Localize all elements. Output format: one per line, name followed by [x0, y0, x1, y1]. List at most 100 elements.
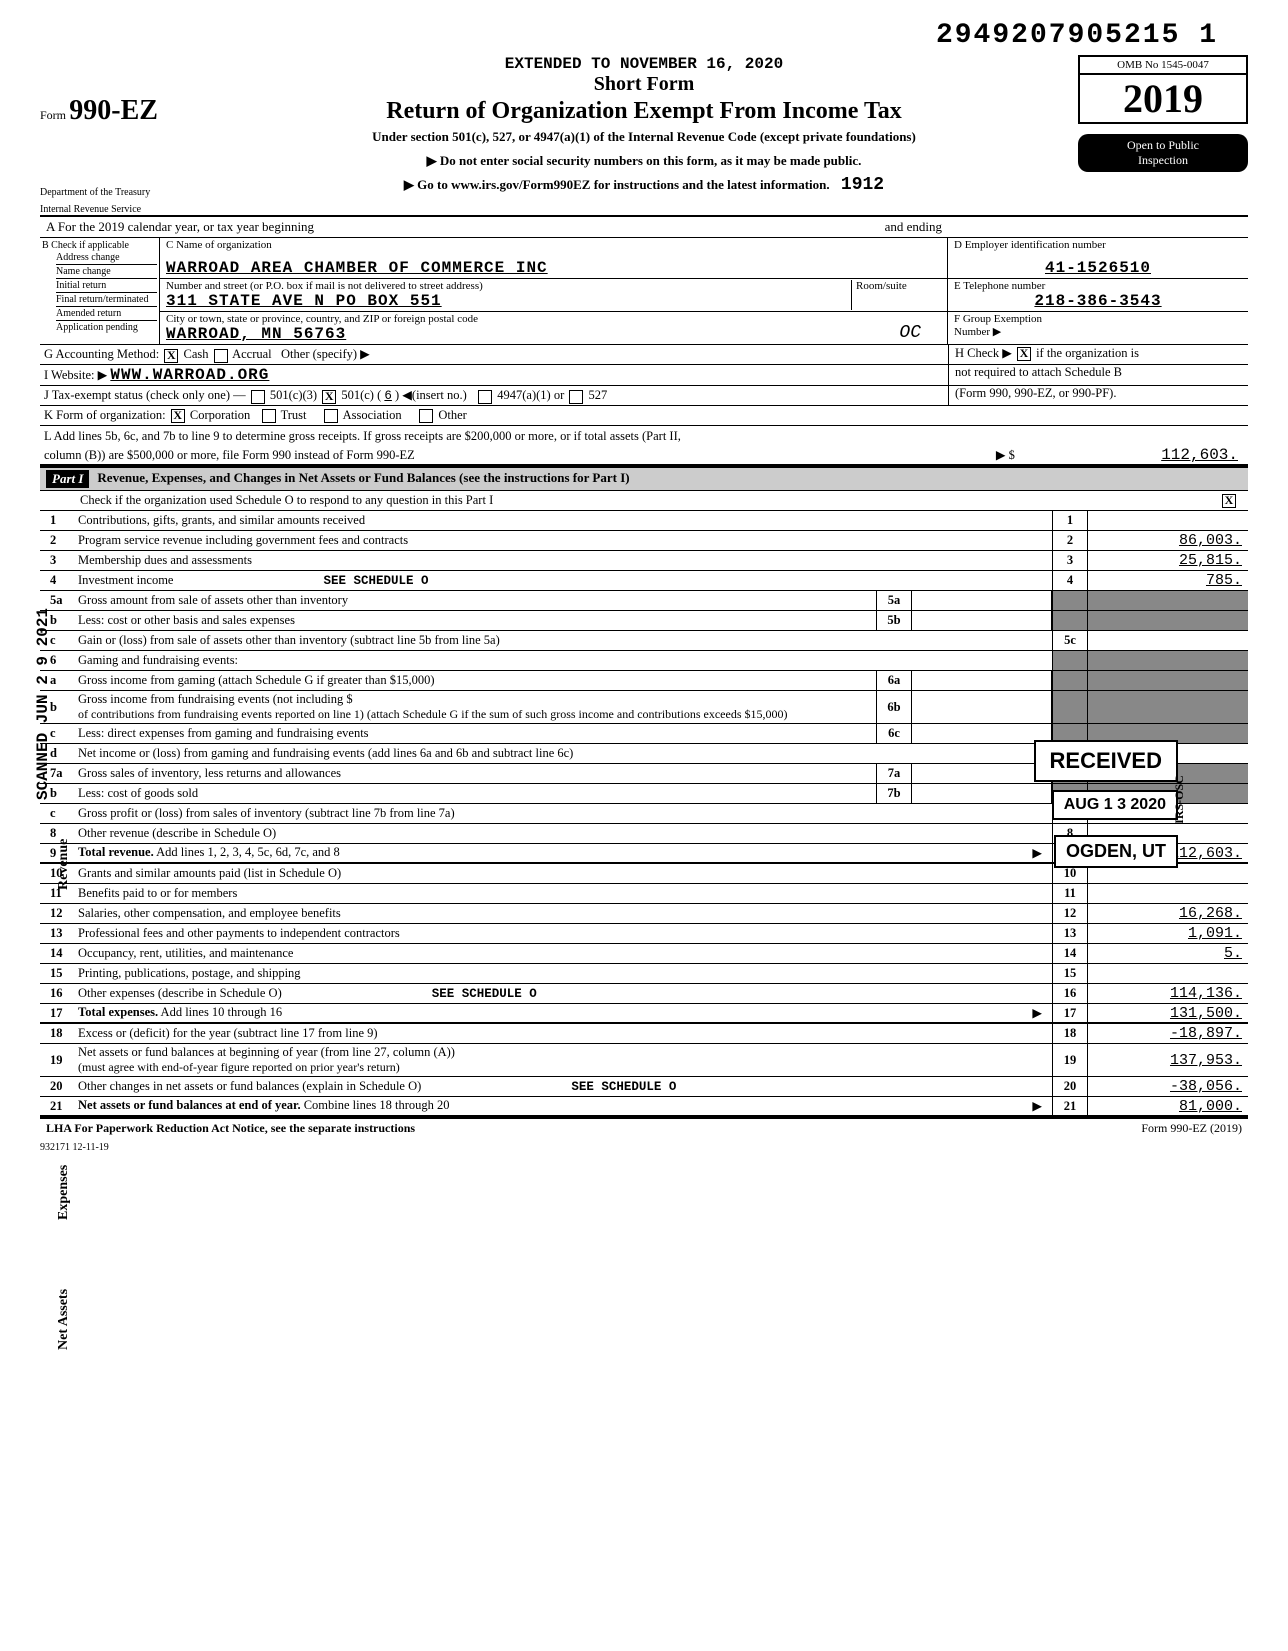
chk-application-pending[interactable]: Application pending — [56, 322, 157, 334]
right-num-19: 19 — [1052, 1044, 1088, 1076]
right-val-5b — [1088, 611, 1248, 630]
row-g-label: G Accounting Method: — [44, 347, 159, 361]
chk-501c3[interactable] — [251, 390, 265, 404]
line-6: 6Gaming and fundraising events: — [40, 651, 1248, 671]
line-desc-3: Membership dues and assessments — [74, 552, 1052, 569]
right-num-14: 14 — [1052, 944, 1088, 963]
line-desc-5b: Less: cost or other basis and sales expe… — [74, 612, 876, 629]
line-num-21: 21 — [40, 1099, 74, 1114]
right-num-6a — [1052, 671, 1088, 690]
chk-name-change[interactable]: Name change — [56, 266, 157, 279]
chk-cash[interactable]: X — [164, 349, 178, 363]
chk-address-change[interactable]: Address change — [56, 252, 157, 265]
form-label-block: Form 990-EZ Department of the Treasury I… — [40, 55, 210, 215]
line-num-14: 14 — [40, 946, 74, 961]
city-value: WARROAD, MN 56763 — [166, 325, 899, 343]
line-num-15: 15 — [40, 966, 74, 981]
received-stamp: RECEIVED — [1034, 740, 1178, 782]
line-desc-2: Program service revenue including govern… — [74, 532, 1052, 549]
line-desc-6b: Gross income from fundraising events (no… — [74, 691, 876, 723]
row-j-label: J Tax-exempt status (check only one) — — [44, 388, 246, 402]
part1-check-line: Check if the organization used Schedule … — [40, 492, 1220, 509]
line-15: 15Printing, publications, postage, and s… — [40, 964, 1248, 984]
mid-num-7b: 7b — [876, 784, 912, 803]
mid-val-7b — [912, 784, 1052, 803]
right-val-16: 114,136. — [1088, 984, 1248, 1003]
mid-num-5a: 5a — [876, 591, 912, 610]
line-desc-6: Gaming and fundraising events: — [74, 652, 1052, 669]
chk-corporation[interactable]: X — [171, 409, 185, 423]
ein-value: 41-1526510 — [954, 259, 1242, 277]
line-desc-1: Contributions, gifts, grants, and simila… — [74, 512, 1052, 529]
right-val-6b — [1088, 691, 1248, 723]
line-desc-14: Occupancy, rent, utilities, and maintena… — [74, 945, 1052, 962]
short-form-label: Short Form — [210, 73, 1078, 96]
chk-other-org[interactable] — [419, 409, 433, 423]
open-to-public: Open to Public Inspection — [1078, 134, 1248, 172]
line-num-19: 19 — [40, 1053, 74, 1068]
chk-501c[interactable]: X — [322, 390, 336, 404]
chk-527[interactable] — [569, 390, 583, 404]
chk-final-return[interactable]: Final return/terminated — [56, 294, 157, 307]
cash-label: Cash — [184, 347, 209, 361]
line-6a: aGross income from gaming (attach Schedu… — [40, 671, 1248, 691]
right-val-3: 25,815. — [1088, 551, 1248, 570]
chk-trust[interactable] — [262, 409, 276, 423]
page-number-top: 2949207905215 1 — [40, 20, 1248, 51]
mid-val-6b — [912, 691, 1052, 723]
right-num-15: 15 — [1052, 964, 1088, 983]
insert-no: ) ◀(insert no.) — [395, 388, 467, 402]
ein-label: D Employer identification number — [954, 239, 1242, 251]
part1-label: Part I — [46, 470, 89, 488]
handwritten-oc: OC — [899, 323, 921, 343]
right-num-18: 18 — [1052, 1024, 1088, 1043]
chk-initial-return[interactable]: Initial return — [56, 280, 157, 293]
line-desc-8: Other revenue (describe in Schedule O) — [74, 825, 1052, 842]
right-val-17: 131,500. — [1088, 1004, 1248, 1022]
right-val-13: 1,091. — [1088, 924, 1248, 943]
footer-lha: LHA For Paperwork Reduction Act Notice, … — [46, 1121, 415, 1136]
line-21: 21Net assets or fund balances at end of … — [40, 1097, 1248, 1117]
line-desc-18: Excess or (deficit) for the year (subtra… — [74, 1025, 1052, 1042]
group-exemption-label: F Group Exemption — [954, 313, 1242, 325]
right-val-14: 5. — [1088, 944, 1248, 963]
mid-num-7a: 7a — [876, 764, 912, 783]
line-5a: 5aGross amount from sale of assets other… — [40, 591, 1248, 611]
org-name-value: WARROAD AREA CHAMBER OF COMMERCE INC — [166, 259, 941, 277]
chk-amended-return[interactable]: Amended return — [56, 308, 157, 321]
side-label-expenses: Expenses — [56, 1165, 72, 1220]
line-11: 11Benefits paid to or for members11 — [40, 884, 1248, 904]
line-desc-11: Benefits paid to or for members — [74, 885, 1052, 902]
addr-label: Number and street (or P.O. box if mail i… — [166, 280, 851, 292]
gross-receipts-value: 112,603. — [1018, 446, 1238, 464]
chk-schedule-b[interactable]: X — [1017, 347, 1031, 361]
dept-irs: Internal Revenue Service — [40, 204, 210, 215]
tax-year: 2019 — [1078, 75, 1248, 124]
goto-url: ▶ Go to www.irs.gov/Form990EZ for instru… — [210, 175, 1078, 195]
row-h2: not required to attach Schedule B — [948, 365, 1248, 385]
line-num-20: 20 — [40, 1079, 74, 1094]
chk-association[interactable] — [324, 409, 338, 423]
line-3: 3Membership dues and assessments325,815. — [40, 551, 1248, 571]
accrual-label: Accrual — [232, 347, 272, 361]
right-num-6 — [1052, 651, 1088, 670]
addr-value: 311 STATE AVE N PO BOX 551 — [166, 292, 851, 310]
right-num-1: 1 — [1052, 511, 1088, 530]
line-desc-6c: Less: direct expenses from gaming and fu… — [74, 725, 876, 742]
row-h3: (Form 990, 990-EZ, or 990-PF). — [948, 386, 1248, 405]
chk-4947[interactable] — [478, 390, 492, 404]
block-b-header: B Check if applicable — [42, 240, 157, 251]
line-desc-4: Investment income SEE SCHEDULE O — [74, 572, 1052, 589]
phone-label: E Telephone number — [954, 280, 1242, 292]
line-num-1: 1 — [40, 513, 74, 528]
opt-501c: 501(c) ( — [341, 388, 381, 402]
right-val-5a — [1088, 591, 1248, 610]
group-exemption-number: Number ▶ — [954, 325, 1242, 338]
row-l-line1: L Add lines 5b, 6c, and 7b to line 9 to … — [40, 428, 1248, 445]
assoc-label: Association — [343, 408, 402, 422]
chk-schedule-o-used[interactable]: X — [1222, 494, 1236, 508]
line-6b: bGross income from fundraising events (n… — [40, 691, 1248, 724]
line-13: 13Professional fees and other payments t… — [40, 924, 1248, 944]
line-num-4: 4 — [40, 573, 74, 588]
chk-accrual[interactable] — [214, 349, 228, 363]
